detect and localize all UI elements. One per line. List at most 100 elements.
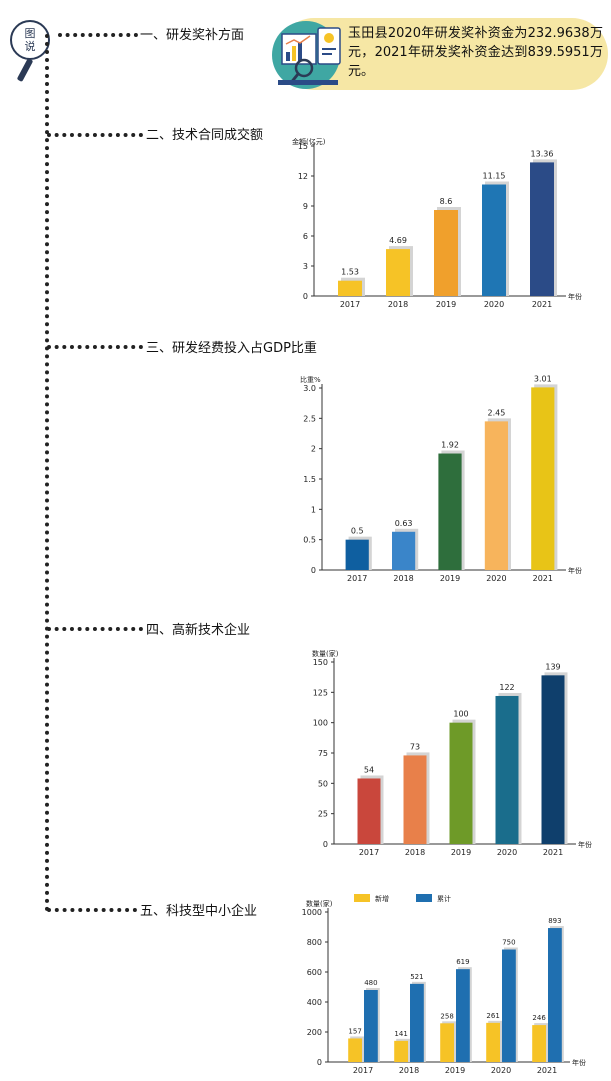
data-label: 4.69 bbox=[389, 236, 407, 245]
x-tick-label: 2017 bbox=[347, 574, 367, 583]
bar-累计-2021 bbox=[548, 928, 562, 1062]
bar-2019 bbox=[438, 453, 462, 570]
report-illustration-icon bbox=[272, 21, 341, 89]
data-label: 139 bbox=[545, 662, 560, 671]
y-tick-label: 125 bbox=[313, 688, 328, 697]
x-tick-label: 2018 bbox=[399, 1066, 419, 1075]
x-tick-label: 2018 bbox=[388, 300, 408, 309]
y-axis-label: 比重% bbox=[300, 375, 321, 384]
x-tick-label: 2020 bbox=[497, 848, 517, 857]
y-tick-label: 1 bbox=[311, 505, 316, 514]
y-tick-label: 1.5 bbox=[303, 475, 316, 484]
y-tick-label: 0 bbox=[323, 840, 328, 849]
y-tick-label: 150 bbox=[313, 658, 328, 667]
summary-text: 玉田县2020年研发奖补资金为232.9638万元，2021年研发奖补资金达到8… bbox=[348, 26, 603, 79]
bar-2018 bbox=[403, 755, 427, 844]
data-label: 100 bbox=[453, 710, 468, 719]
bar-2020 bbox=[484, 421, 508, 570]
x-tick-label: 2017 bbox=[359, 848, 379, 857]
y-tick-label: 600 bbox=[307, 968, 322, 977]
y-tick-label: 15 bbox=[298, 142, 308, 151]
legend-swatch-0 bbox=[354, 894, 370, 902]
y-tick-label: 100 bbox=[313, 719, 328, 728]
x-tick-label: 2019 bbox=[440, 574, 460, 583]
data-label: 11.15 bbox=[483, 172, 506, 181]
bar-2021 bbox=[531, 387, 555, 570]
y-tick-label: 12 bbox=[298, 172, 308, 181]
bar-累计-2017 bbox=[364, 990, 378, 1062]
data-label: 141 bbox=[394, 1030, 407, 1038]
data-label: 1.92 bbox=[441, 441, 459, 450]
connector-3 bbox=[47, 345, 143, 349]
legend-label-0: 新增 bbox=[375, 894, 389, 903]
x-axis-label: 年份 bbox=[578, 840, 592, 849]
section-title-5: 五、科技型中小企业 bbox=[140, 904, 258, 919]
y-tick-label: 400 bbox=[307, 998, 322, 1007]
connector-5 bbox=[47, 908, 137, 912]
chart-rd-gdp-ratio: 0 0.5 1 1.5 2 2.5 3.0比重% 年份 0.5 2017 0.63 2018 1.92 2… bbox=[300, 374, 582, 583]
bar-2020 bbox=[495, 695, 519, 844]
x-tick-label: 2021 bbox=[543, 848, 563, 857]
bar-2019 bbox=[434, 210, 458, 296]
x-tick-label: 2019 bbox=[436, 300, 456, 309]
data-label: 122 bbox=[499, 683, 514, 692]
data-label: 2.45 bbox=[487, 408, 505, 417]
x-tick-label: 2019 bbox=[445, 1066, 465, 1075]
y-tick-label: 0 bbox=[311, 566, 316, 575]
y-tick-label: 2 bbox=[311, 445, 316, 454]
data-label: 619 bbox=[456, 958, 469, 966]
y-tick-label: 50 bbox=[318, 779, 328, 788]
x-axis-label: 年份 bbox=[572, 1058, 586, 1067]
data-label: 54 bbox=[364, 765, 374, 774]
x-tick-label: 2020 bbox=[484, 300, 504, 309]
y-axis-label: 金额(亿元) bbox=[292, 138, 326, 146]
bar-2017 bbox=[338, 280, 362, 296]
x-tick-label: 2020 bbox=[491, 1066, 511, 1075]
data-label: 8.6 bbox=[440, 197, 453, 206]
x-axis-label: 年份 bbox=[568, 292, 582, 301]
connector-4 bbox=[47, 627, 143, 631]
badge-char-1: 图 bbox=[24, 27, 36, 40]
bar-新增-2018 bbox=[394, 1040, 408, 1062]
bar-2021 bbox=[541, 675, 565, 844]
connector-2 bbox=[47, 133, 143, 137]
y-tick-label: 200 bbox=[307, 1028, 322, 1037]
bar-2018 bbox=[386, 249, 410, 296]
legend-label-1: 累计 bbox=[437, 894, 451, 903]
y-axis-label: 数量(家) bbox=[312, 650, 339, 658]
badge-char-2: 说 bbox=[24, 40, 36, 53]
y-tick-label: 2.5 bbox=[303, 414, 316, 423]
y-tick-label: 800 bbox=[307, 938, 322, 947]
x-tick-label: 2019 bbox=[451, 848, 471, 857]
data-label: 0.63 bbox=[395, 519, 413, 528]
y-tick-label: 1000 bbox=[302, 908, 322, 917]
connector-1 bbox=[58, 33, 138, 37]
x-tick-label: 2021 bbox=[533, 574, 553, 583]
section-title-3: 三、研发经费投入占GDP比重 bbox=[146, 341, 317, 356]
x-axis-label: 年份 bbox=[568, 566, 582, 575]
bar-新增-2020 bbox=[486, 1022, 500, 1062]
section-title-1: 一、研发奖补方面 bbox=[140, 28, 245, 43]
bar-累计-2019 bbox=[456, 969, 470, 1062]
data-label: 258 bbox=[440, 1012, 453, 1020]
section-title-4: 四、高新技术企业 bbox=[146, 623, 251, 638]
y-tick-label: 3.0 bbox=[303, 384, 316, 393]
bar-新增-2017 bbox=[348, 1038, 362, 1062]
bar-累计-2020 bbox=[502, 949, 516, 1062]
data-label: 73 bbox=[410, 742, 420, 751]
data-label: 521 bbox=[410, 973, 423, 981]
bar-新增-2021 bbox=[532, 1025, 546, 1062]
timeline-dotted-line bbox=[45, 34, 49, 912]
bar-2017 bbox=[357, 778, 381, 844]
y-tick-label: 75 bbox=[318, 749, 328, 758]
y-tick-label: 0 bbox=[303, 292, 308, 301]
bar-新增-2019 bbox=[440, 1023, 454, 1062]
data-label: 480 bbox=[364, 979, 377, 987]
bar-2017 bbox=[345, 539, 369, 570]
data-label: 246 bbox=[532, 1014, 546, 1022]
y-tick-label: 9 bbox=[303, 202, 308, 211]
y-tick-label: 25 bbox=[318, 810, 328, 819]
